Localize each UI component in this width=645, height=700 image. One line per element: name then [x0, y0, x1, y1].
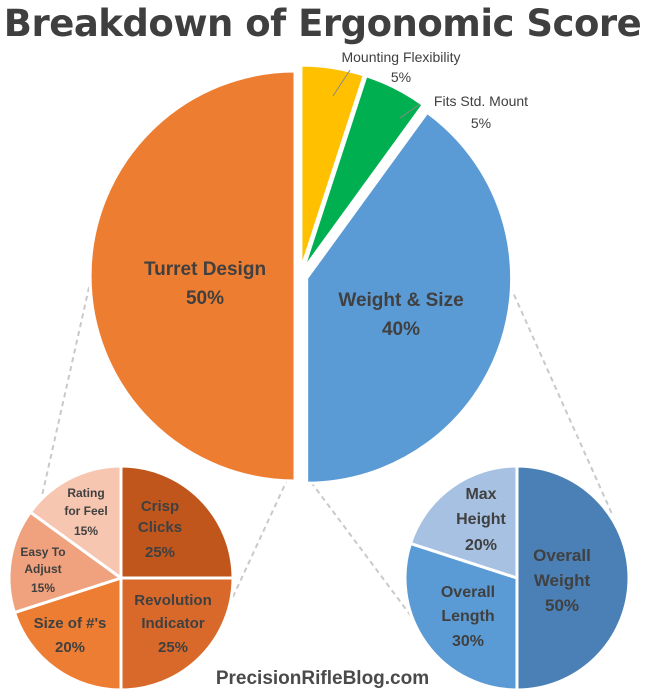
turret-slice-crisp-clicks: [119, 464, 235, 580]
label-overall-weight-line1: Overall: [533, 546, 591, 565]
leader-line-mounting: [332, 69, 351, 97]
label-crisp-clicks-line2: Clicks: [138, 519, 182, 536]
watermark: PrecisionRifleBlog.com: [215, 668, 430, 689]
label-mounting-flexibility: Mounting Flexibility: [341, 49, 460, 65]
weight-slice-max-height: [408, 464, 519, 580]
value-size-of-numbers: 20%: [55, 639, 85, 656]
label-weight-size: Weight & Size: [338, 290, 463, 311]
weight-slice-overall-weight: [515, 464, 631, 692]
label-overall-length-line1: Overall: [441, 584, 495, 601]
label-turret-design: Turret Design: [144, 259, 266, 280]
turret-slice-size-of-s: [12, 576, 123, 692]
value-max-height: 20%: [465, 537, 497, 554]
label-crisp-clicks-line1: Crisp: [141, 498, 179, 515]
value-overall-weight: 50%: [545, 596, 579, 615]
main-slice-weight-size: [305, 110, 514, 485]
connector-line-turret-top: [31, 251, 98, 541]
label-overall-length-line2: Length: [441, 608, 494, 625]
turret-design-breakdown-pie: [7, 464, 235, 692]
turret-slice-rating-for-feel: [28, 464, 123, 580]
label-revolution-indicator-line2: Indicator: [141, 615, 205, 632]
value-rating-for-feel: 15%: [74, 524, 98, 538]
value-overall-length: 30%: [452, 633, 484, 650]
main-pie: [88, 63, 514, 485]
weight-slice-overall-length: [403, 541, 519, 692]
main-slice-turret-design: [88, 69, 297, 483]
label-rating-for-feel-line1: Rating: [67, 486, 104, 500]
value-crisp-clicks: 25%: [145, 544, 175, 561]
slice-labels: Turret Design 50% Weight & Size 40% Mounting…: [20, 49, 590, 656]
turret-slice-revolution-indicator: [119, 576, 235, 692]
weight-size-breakdown-pie: [403, 464, 631, 692]
label-rating-for-feel-line2: for Feel: [64, 504, 107, 518]
turret-slice-easy-to-adjust: [7, 510, 123, 615]
leader-line-fits: [399, 103, 421, 119]
label-overall-weight-line2: Weight: [534, 571, 591, 590]
value-weight-size: 40%: [382, 319, 420, 340]
label-max-height-line1: Max: [465, 486, 496, 503]
value-fits-std-mount: 5%: [471, 115, 491, 131]
main-slice-mounting-flexibility: [299, 63, 366, 272]
value-mounting-flexibility: 5%: [391, 69, 411, 85]
connector-line-weight-bottom: [310, 481, 418, 625]
main-slice-fits-std-mount: [301, 74, 425, 273]
label-easy-to-adjust-line1: Easy To: [20, 545, 65, 559]
label-size-of-numbers: Size of #'s: [34, 615, 107, 632]
label-fits-std-mount: Fits Std. Mount: [434, 93, 528, 109]
value-easy-to-adjust: 15%: [31, 581, 55, 595]
label-revolution-indicator-line1: Revolution: [134, 592, 212, 609]
value-turret-design: 50%: [186, 288, 224, 309]
label-max-height-line2: Height: [456, 511, 506, 528]
value-revolution-indicator: 25%: [158, 639, 188, 656]
label-easy-to-adjust-line2: Adjust: [24, 562, 61, 576]
chart-title: Breakdown of Ergonomic Score: [3, 2, 642, 45]
